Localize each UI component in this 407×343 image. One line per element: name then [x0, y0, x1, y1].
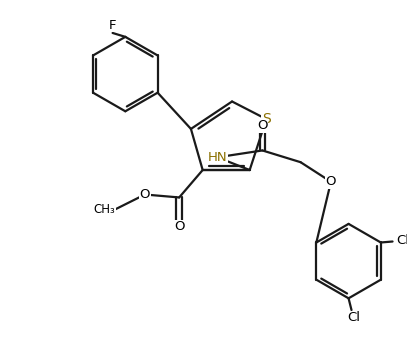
Text: F: F	[109, 19, 116, 32]
Text: Cl: Cl	[347, 311, 360, 324]
Text: O: O	[174, 220, 184, 233]
Text: S: S	[262, 112, 271, 126]
Text: CH₃: CH₃	[94, 203, 116, 216]
Text: O: O	[326, 175, 336, 188]
Text: Cl: Cl	[396, 234, 407, 247]
Text: O: O	[257, 119, 268, 132]
Text: O: O	[140, 188, 150, 201]
Text: HN: HN	[208, 151, 227, 164]
